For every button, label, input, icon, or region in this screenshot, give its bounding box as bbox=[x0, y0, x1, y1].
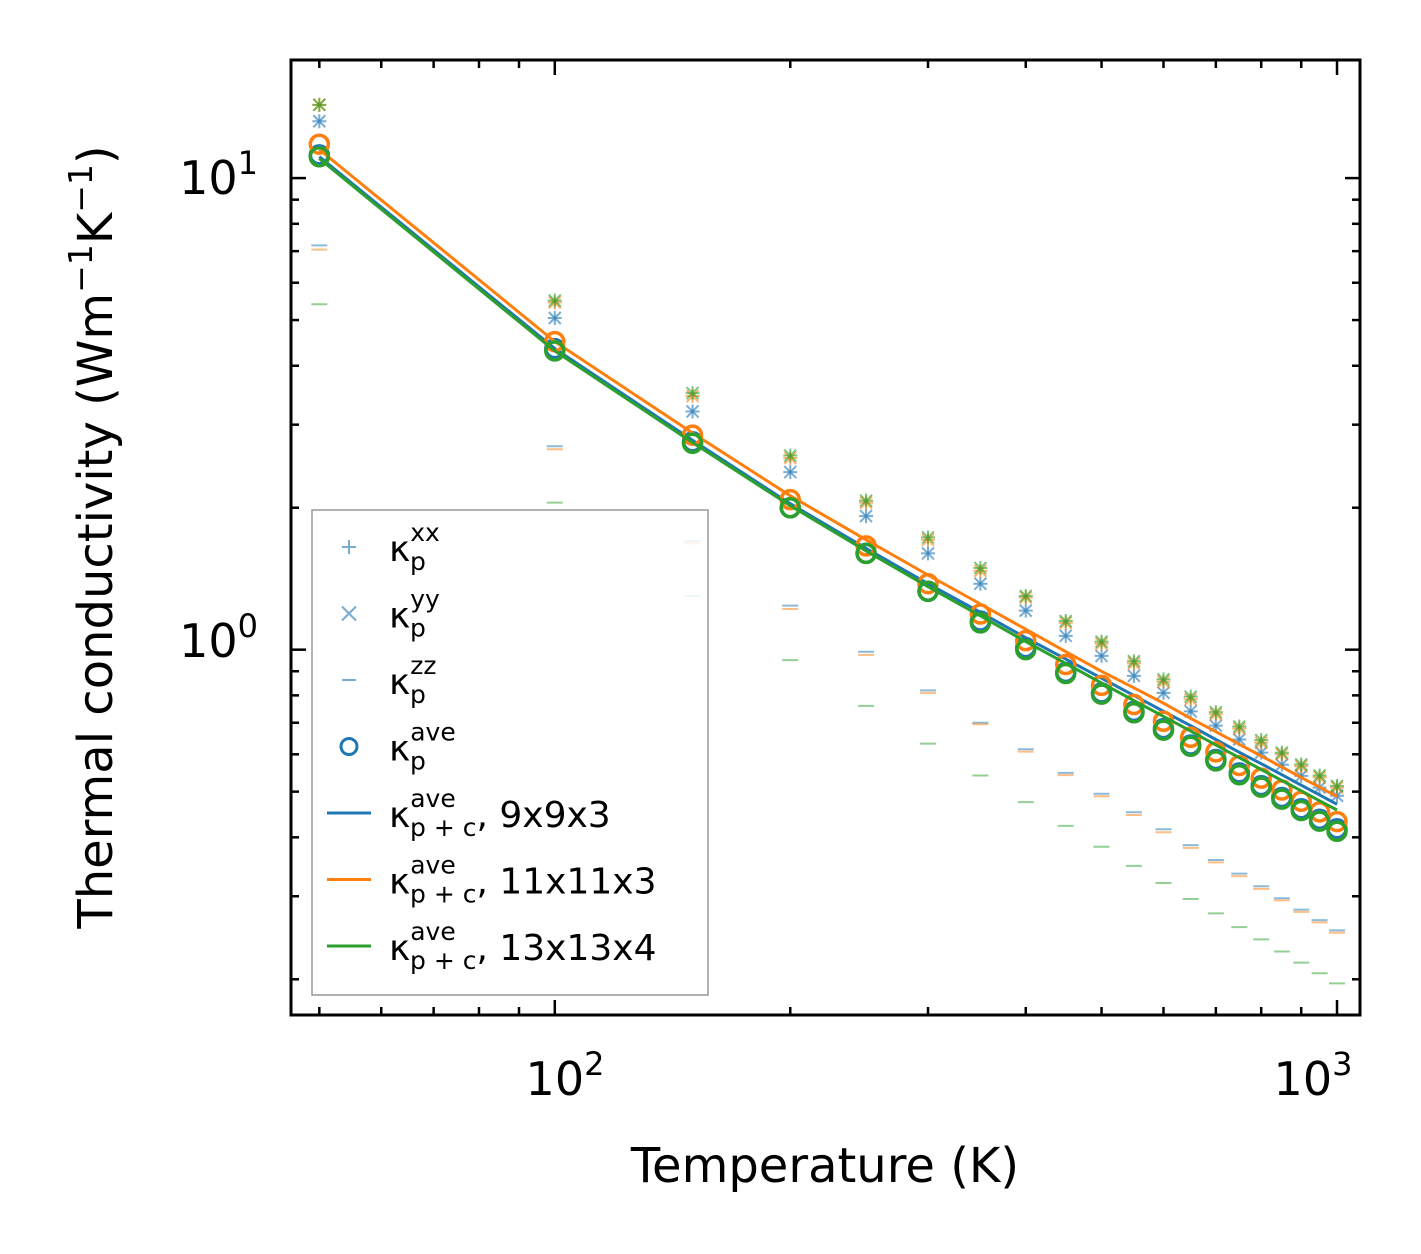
legend-label: κave p + c, 13x13x4 bbox=[389, 917, 657, 975]
kave-point bbox=[1014, 629, 1037, 652]
legend-circle-marker bbox=[339, 737, 359, 756]
kave-point bbox=[855, 542, 877, 565]
kyy-point bbox=[1127, 669, 1141, 683]
legend-item: κave p + c, 11x11x3 bbox=[327, 851, 657, 909]
kyy-point bbox=[1156, 686, 1171, 700]
kpc-line bbox=[318, 157, 1338, 812]
kyy-point bbox=[312, 114, 327, 128]
kave-point bbox=[1055, 662, 1077, 685]
kyy-point bbox=[1183, 689, 1198, 704]
kave-point bbox=[1055, 653, 1077, 676]
kyy-point bbox=[1019, 589, 1033, 603]
kyy-point bbox=[973, 561, 988, 575]
legend-item: κxx p bbox=[342, 518, 440, 576]
x-tick-label-100: 102 bbox=[526, 1045, 605, 1106]
kyy-point bbox=[685, 404, 700, 419]
kave-point bbox=[917, 572, 939, 595]
kave-point bbox=[1326, 820, 1348, 843]
kyy-point bbox=[1232, 719, 1246, 734]
legend-item: κave p + c, 13x13x4 bbox=[327, 917, 657, 975]
kyy-point bbox=[1312, 768, 1327, 783]
kyy-point bbox=[1294, 757, 1308, 772]
series-13x13x4 bbox=[308, 97, 1348, 985]
axes-frame bbox=[289, 58, 1362, 1017]
kyy-point bbox=[1059, 629, 1073, 643]
kave-point bbox=[1308, 810, 1331, 832]
x-axis-label: Temperature (K) bbox=[630, 1138, 1019, 1194]
kyy-point bbox=[783, 465, 797, 479]
kyy-point bbox=[973, 577, 988, 591]
kyy-point bbox=[1094, 634, 1109, 649]
kave-point bbox=[1090, 674, 1113, 697]
kave-point bbox=[1250, 776, 1272, 798]
kave-point bbox=[308, 133, 331, 155]
kave-point bbox=[1205, 741, 1227, 763]
kave-point bbox=[308, 145, 331, 168]
x-tick-label-1000: 103 bbox=[1274, 1045, 1353, 1106]
legend-item: κave p bbox=[339, 718, 456, 776]
legend-cross-marker bbox=[341, 605, 357, 622]
kave-point bbox=[544, 340, 566, 362]
legend-frame bbox=[311, 509, 709, 996]
kyy-point bbox=[921, 546, 935, 561]
kyy-point bbox=[1254, 733, 1268, 747]
kave-point bbox=[681, 432, 704, 454]
kave-point bbox=[1205, 750, 1227, 772]
legend-plus-marker bbox=[342, 540, 356, 554]
kyy-point bbox=[548, 293, 562, 308]
y-tick-label-10: 101 bbox=[179, 144, 258, 205]
kave-point bbox=[969, 603, 992, 625]
legend-item: κyy p bbox=[341, 585, 440, 643]
kyy-point bbox=[859, 493, 873, 508]
y-tick-label-1: 100 bbox=[179, 607, 258, 668]
kyy-point bbox=[1059, 614, 1073, 628]
legend-label: κxx p bbox=[389, 518, 440, 576]
kyy-point bbox=[859, 509, 873, 523]
y-axis-label: Thermal conductivity (Wm−1K−1) bbox=[61, 145, 124, 929]
kave-point bbox=[917, 580, 939, 603]
kpc-line bbox=[318, 155, 1338, 806]
legend-entries: κxx p κyy p κzz p κave p κave p + c, 9x9x3 κave p +… bbox=[327, 518, 657, 975]
kave-point bbox=[1152, 719, 1175, 741]
legend-item: κzz p bbox=[342, 651, 436, 709]
kave-point bbox=[779, 496, 802, 519]
legend-label: κzz p bbox=[389, 651, 436, 709]
kave-point bbox=[1271, 788, 1293, 810]
kave-point bbox=[1179, 735, 1202, 758]
kyy-point bbox=[1156, 672, 1171, 687]
kyy-point bbox=[1127, 654, 1141, 668]
kyy-point bbox=[1094, 649, 1109, 663]
legend-item: κave p + c, 9x9x3 bbox=[327, 784, 611, 842]
kave-point bbox=[969, 612, 992, 634]
legend-label: κyy p bbox=[389, 585, 440, 643]
kyy-point bbox=[1019, 603, 1033, 618]
kave-point bbox=[1228, 763, 1251, 786]
kyy-point bbox=[1275, 745, 1289, 760]
kyy-point bbox=[783, 448, 797, 463]
kpc-line bbox=[318, 148, 1338, 798]
kyy-point bbox=[548, 311, 562, 325]
kave-point bbox=[1123, 701, 1145, 724]
kyy-point bbox=[312, 98, 327, 112]
legend-label: κave p bbox=[389, 718, 456, 776]
kave-point bbox=[1014, 638, 1037, 661]
legend: κxx p κyy p κzz p κave p κave p + c, 9x9x3 κave p +… bbox=[311, 509, 709, 996]
legend-label: κave p + c, 9x9x3 bbox=[389, 784, 611, 842]
kyy-point bbox=[1209, 705, 1223, 719]
kave-point bbox=[1290, 799, 1312, 822]
kyy-point bbox=[685, 386, 700, 400]
legend-label: κave p + c, 11x11x3 bbox=[389, 851, 657, 909]
kyy-point bbox=[1330, 779, 1344, 793]
kave-point bbox=[1090, 683, 1113, 705]
kyy-point bbox=[921, 530, 935, 545]
